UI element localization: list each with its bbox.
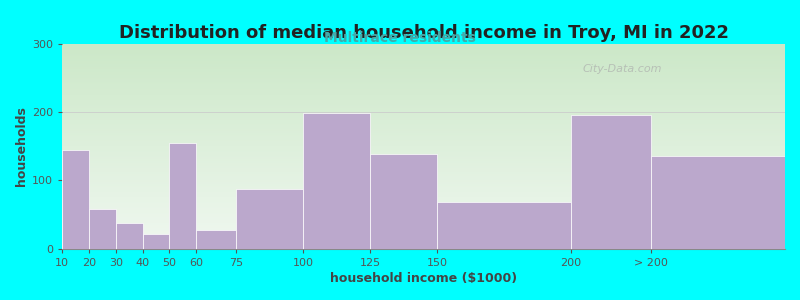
Bar bbox=[370, 154, 437, 249]
Bar bbox=[170, 143, 196, 249]
Bar bbox=[89, 209, 116, 249]
Bar bbox=[62, 150, 89, 249]
Bar bbox=[116, 223, 142, 249]
Bar bbox=[651, 156, 785, 249]
Y-axis label: households: households bbox=[15, 106, 28, 186]
Bar bbox=[196, 230, 236, 249]
Text: City-Data.com: City-Data.com bbox=[582, 64, 662, 74]
Bar bbox=[571, 115, 651, 249]
X-axis label: household income ($1000): household income ($1000) bbox=[330, 272, 518, 285]
Bar bbox=[142, 234, 170, 249]
Title: Distribution of median household income in Troy, MI in 2022: Distribution of median household income … bbox=[118, 24, 729, 42]
Bar bbox=[303, 113, 370, 249]
Text: Multirace residents: Multirace residents bbox=[324, 32, 476, 46]
Bar bbox=[236, 189, 303, 249]
Bar bbox=[437, 202, 571, 249]
